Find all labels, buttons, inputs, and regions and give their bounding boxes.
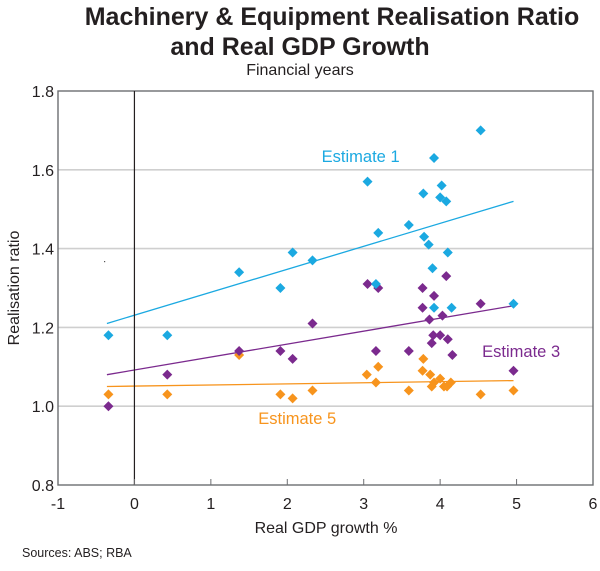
point-estimate-1: [423, 239, 434, 250]
series-label-estimate-5: Estimate 5: [258, 410, 336, 428]
point-estimate-3: [417, 302, 428, 313]
stray-speck: [104, 261, 106, 263]
x-tick-label: 0: [130, 496, 139, 513]
point-estimate-5: [445, 377, 456, 388]
chart-subtitle: Financial years: [246, 62, 354, 79]
point-estimate-3: [424, 314, 435, 325]
point-estimate-3: [442, 334, 453, 345]
point-estimate-3: [403, 346, 414, 357]
point-estimate-1: [442, 247, 453, 258]
y-axis-title: Realisation ratio: [6, 231, 23, 346]
point-estimate-3: [162, 369, 173, 380]
point-estimate-1: [429, 302, 440, 313]
point-estimate-5: [403, 385, 414, 396]
point-estimate-1: [370, 279, 381, 290]
series-label-estimate-1: Estimate 1: [322, 148, 400, 166]
point-estimate-5: [429, 377, 440, 388]
chart-title-line1: Machinery & Equipment Realisation Ratio: [84, 3, 580, 31]
point-estimate-3: [428, 330, 439, 341]
series-label-estimate-3: Estimate 3: [482, 343, 560, 361]
point-estimate-3: [447, 349, 458, 360]
y-tick-label: 1.8: [32, 84, 54, 101]
x-tick-label: 1: [206, 496, 215, 513]
point-estimate-3: [429, 290, 440, 301]
point-estimate-1: [162, 330, 173, 341]
point-estimate-1: [103, 330, 114, 341]
point-estimate-3: [275, 346, 286, 357]
point-estimate-3: [362, 279, 373, 290]
point-estimate-1: [435, 192, 446, 203]
point-estimate-1: [446, 302, 457, 313]
series-labels: Estimate 1 Estimate 3 Estimate 5: [258, 148, 560, 428]
point-estimate-3: [307, 318, 318, 329]
point-estimate-1: [307, 255, 318, 266]
point-estimate-1: [508, 298, 519, 309]
x-axis-title: Real GDP growth %: [255, 520, 398, 537]
point-estimate-1: [403, 219, 414, 230]
point-estimate-5: [508, 385, 519, 396]
point-estimate-3: [475, 298, 486, 309]
point-estimate-5: [475, 389, 486, 400]
point-estimate-3: [435, 330, 446, 341]
plot-frame: [57, 90, 594, 486]
point-estimate-1: [234, 267, 245, 278]
y-tick-label: 1.2: [32, 320, 54, 337]
point-estimate-1: [373, 227, 384, 238]
x-tick-label: 5: [512, 496, 521, 513]
axes: -1 0 1 2 3 4 5 6 0.8 1.0 1.2 1.4 1.6 1.8: [32, 84, 598, 513]
point-estimate-5: [435, 373, 446, 384]
point-estimate-1: [475, 125, 486, 136]
point-estimate-5: [417, 365, 428, 376]
source-note: Sources: ABS; RBA: [22, 546, 132, 560]
point-estimate-5: [287, 393, 298, 404]
point-estimate-3: [287, 353, 298, 364]
point-estimate-1: [275, 283, 286, 293]
point-estimate-3: [417, 283, 428, 293]
point-estimate-1: [441, 196, 452, 207]
point-estimate-1: [427, 263, 438, 274]
point-estimate-1: [418, 188, 429, 199]
point-estimate-5: [162, 389, 173, 400]
point-estimate-3: [103, 401, 114, 412]
point-estimate-3: [370, 346, 381, 357]
y-tick-label: 1.0: [32, 399, 54, 416]
point-estimate-5: [275, 389, 286, 400]
chart-title-line2: and Real GDP Growth: [170, 33, 430, 61]
point-estimate-1: [429, 152, 440, 163]
point-estimate-5: [425, 369, 436, 380]
trend-line-estimate-5: [106, 379, 514, 388]
point-estimate-3: [426, 338, 437, 349]
point-estimate-3: [508, 365, 519, 376]
x-tick-label: 2: [283, 496, 292, 513]
point-estimate-3: [441, 271, 452, 282]
x-tick-label: 4: [436, 496, 445, 513]
point-estimate-3: [437, 310, 448, 321]
point-estimate-1: [419, 231, 430, 242]
trend-line-estimate-3: [106, 305, 514, 376]
x-tick-label: 6: [589, 496, 598, 513]
gridlines: [58, 169, 593, 408]
y-tick-label: 1.6: [32, 163, 54, 180]
point-estimate-1: [362, 176, 373, 187]
point-estimate-1: [436, 180, 447, 191]
point-estimate-5: [103, 389, 114, 400]
point-estimate-5: [370, 377, 381, 388]
x-tick-label: -1: [51, 496, 65, 513]
data-points: [103, 125, 519, 412]
point-estimate-5: [307, 385, 318, 396]
point-estimate-5: [361, 369, 372, 380]
x-tick-label: 3: [359, 496, 368, 513]
y-tick-label: 1.4: [32, 242, 54, 259]
y-tick-label: 0.8: [32, 478, 54, 495]
point-estimate-3: [234, 346, 245, 357]
point-estimate-5: [373, 361, 384, 372]
point-estimate-1: [287, 247, 298, 258]
point-estimate-5: [418, 353, 429, 364]
